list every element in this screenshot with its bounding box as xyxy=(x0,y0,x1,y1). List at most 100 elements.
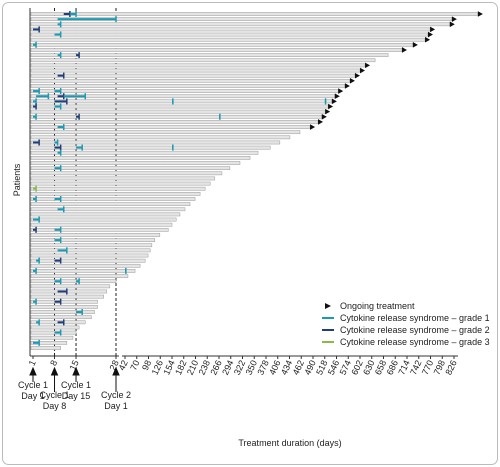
patient-bar xyxy=(30,130,301,135)
annotation-arrow xyxy=(50,366,59,392)
ongoing-arrow xyxy=(449,21,455,28)
patient-bar xyxy=(30,27,431,32)
patient-bar xyxy=(30,166,231,171)
patient-bar xyxy=(30,32,429,37)
patient-bar xyxy=(30,207,186,212)
patient-bar xyxy=(30,248,151,253)
patient-bar xyxy=(30,42,414,47)
patient-bar xyxy=(30,269,136,273)
patient-bar xyxy=(30,135,291,140)
patient-bar xyxy=(30,253,149,258)
ongoing-arrow xyxy=(328,103,334,110)
patient-bar xyxy=(30,125,311,129)
y-axis-label: Patients xyxy=(12,163,22,196)
ongoing-arrow xyxy=(430,26,436,33)
patient-bar xyxy=(30,99,333,104)
patient-bar xyxy=(30,197,196,201)
patient-bar xyxy=(30,330,77,335)
patient-bar xyxy=(30,279,117,284)
ongoing-arrow xyxy=(334,93,340,100)
patient-bar xyxy=(30,325,80,330)
patient-bar xyxy=(30,186,206,191)
patient-bar xyxy=(30,114,323,119)
patient-bar xyxy=(30,212,181,217)
patient-bar xyxy=(30,58,376,63)
ongoing-arrow xyxy=(325,108,331,115)
patient-bar xyxy=(30,233,161,237)
patient-bar xyxy=(30,258,146,263)
patient-bar xyxy=(30,12,479,16)
patient-bar xyxy=(30,299,98,304)
patient-bar xyxy=(30,73,356,78)
ongoing-arrow xyxy=(401,47,407,53)
annotation-text: Cycle 1 xyxy=(40,390,70,400)
patient-bar xyxy=(30,315,92,320)
ongoing-arrow xyxy=(321,113,327,120)
patient-bar xyxy=(30,63,366,68)
patient-bar xyxy=(30,202,191,206)
patient-bar xyxy=(30,310,95,314)
patient-bar xyxy=(30,243,153,248)
x-tick-label: 1 xyxy=(27,359,38,368)
patient-bar xyxy=(30,145,271,150)
annotation-text: Day 1 xyxy=(104,401,128,411)
patient-bar xyxy=(30,78,351,83)
patient-bar xyxy=(30,238,156,242)
legend-label: Cytokine release syndrome – grade 1 xyxy=(340,313,490,323)
legend-arrow xyxy=(325,303,331,309)
x-axis-label: Treatment duration (days) xyxy=(238,438,341,448)
ongoing-arrow xyxy=(354,72,360,79)
ongoing-arrow xyxy=(451,16,457,22)
x-tick-label: 826 xyxy=(443,359,458,377)
patient-bar xyxy=(30,222,173,227)
patient-bar xyxy=(30,227,169,232)
ongoing-arrow xyxy=(318,119,324,125)
patient-bar xyxy=(30,346,61,350)
ongoing-arrow xyxy=(365,62,371,69)
annotation-arrow xyxy=(72,366,80,382)
ongoing-arrow xyxy=(427,31,433,38)
patient-bar xyxy=(30,289,108,294)
patient-bar xyxy=(30,161,241,165)
x-tick-label: 28 xyxy=(108,359,121,372)
x-tick-label: 42 xyxy=(117,359,130,372)
patient-bar xyxy=(30,140,281,145)
annotation-text: Cycle 1 xyxy=(18,380,48,390)
patient-bar xyxy=(30,284,111,289)
patient-bar xyxy=(30,53,389,57)
annotation-text: Cycle 1 xyxy=(61,380,91,390)
patient-bar xyxy=(30,305,98,309)
patient-bar xyxy=(30,181,211,186)
legend-label: Cytokine release syndrome – grade 2 xyxy=(340,325,490,335)
annotation-arrow xyxy=(112,366,120,392)
legend-label: Ongoing treatment xyxy=(340,301,415,311)
patient-bar xyxy=(30,274,129,278)
patient-bar xyxy=(30,48,403,52)
x-tick-label: 15 xyxy=(68,359,81,372)
x-tick-label: 8 xyxy=(48,359,59,368)
x-tick-label: 98 xyxy=(140,359,153,372)
patient-bar xyxy=(30,335,74,340)
patient-bar xyxy=(30,84,346,88)
patient-bar xyxy=(30,341,68,345)
ongoing-arrow xyxy=(331,98,337,105)
patient-bar xyxy=(30,156,251,160)
patient-bar xyxy=(30,89,339,93)
ongoing-arrow xyxy=(310,124,316,130)
legend-label: Cytokine release syndrome – grade 3 xyxy=(340,337,490,347)
patient-bar xyxy=(30,37,426,42)
annotation-text: Day 15 xyxy=(62,391,91,401)
patient-bar xyxy=(30,263,141,268)
annotation-arrow xyxy=(29,366,37,382)
annotation-text: Day 8 xyxy=(43,401,67,411)
ongoing-arrow xyxy=(412,42,418,48)
patient-bar xyxy=(30,176,216,181)
patient-bar xyxy=(30,109,326,114)
ongoing-arrow xyxy=(477,11,483,17)
annotation-text: Day 1 xyxy=(21,391,45,401)
patient-bar xyxy=(30,104,329,109)
patient-bar xyxy=(30,294,104,299)
annotation-text: Cycle 2 xyxy=(101,390,131,400)
